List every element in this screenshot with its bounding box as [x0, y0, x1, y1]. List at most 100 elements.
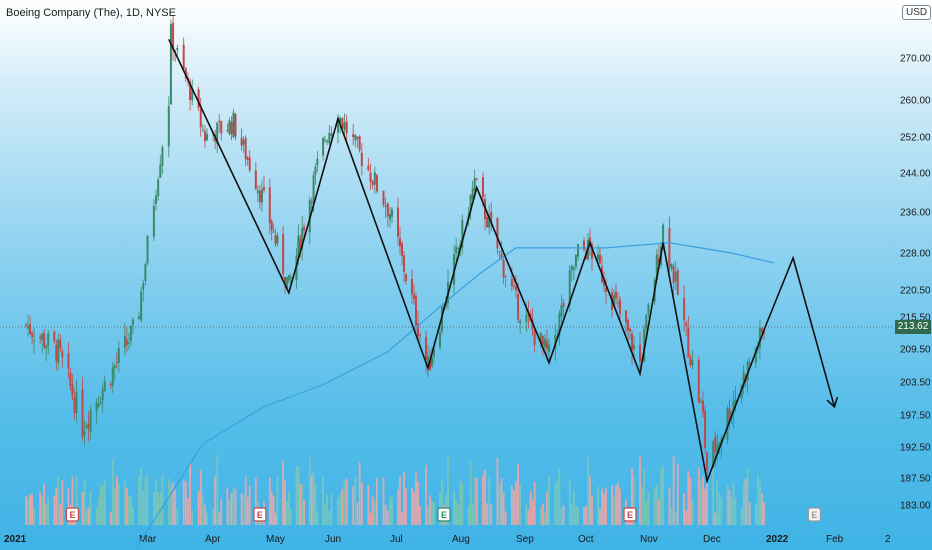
- volume-bar: [415, 472, 417, 525]
- candle-body: [244, 138, 247, 160]
- volume-bar: [214, 476, 217, 525]
- volume-bar: [218, 512, 221, 525]
- volume-bar: [33, 508, 36, 525]
- volume-bar: [500, 478, 503, 525]
- candle-body: [242, 140, 245, 145]
- volume-bar: [482, 475, 484, 525]
- candle-body: [43, 333, 46, 348]
- candle-body: [615, 291, 617, 299]
- volume-bar: [220, 498, 223, 525]
- volume-bar: [111, 458, 114, 525]
- candle-body: [411, 278, 413, 295]
- volume-bar: [170, 485, 172, 525]
- volume-bar: [447, 455, 449, 525]
- candle-body: [232, 112, 235, 138]
- currency-badge[interactable]: USD: [902, 5, 932, 20]
- candle-body: [354, 135, 357, 141]
- volume-bar: [330, 493, 333, 525]
- candle-body: [498, 250, 501, 252]
- candle-body: [312, 175, 315, 204]
- candle-body: [373, 172, 376, 185]
- candle-body: [297, 235, 300, 257]
- volume-bar: [85, 509, 88, 525]
- candle-body: [548, 344, 551, 353]
- candle-body: [726, 408, 729, 440]
- volume-bar: [316, 511, 319, 525]
- volume-bar: [197, 491, 200, 525]
- volume-bar: [352, 486, 355, 525]
- candle-body: [142, 283, 145, 290]
- candle-body: [284, 276, 287, 285]
- candle-body: [276, 235, 279, 244]
- x-tick-label: 2: [885, 534, 891, 545]
- volume-bar: [562, 505, 565, 525]
- candle-body: [704, 410, 707, 448]
- candle-body: [439, 331, 441, 348]
- candle-body: [568, 270, 571, 305]
- earnings-marker-label: E: [69, 510, 75, 520]
- x-tick-label: Dec: [703, 534, 721, 545]
- volume-bar: [123, 481, 126, 525]
- candle-body: [45, 345, 48, 349]
- y-tick-label: 270.00: [900, 54, 931, 65]
- volume-bar: [427, 506, 429, 525]
- volume-bar: [730, 496, 733, 525]
- candle-body: [125, 339, 128, 346]
- volume-bar: [308, 456, 311, 525]
- volume-bar: [700, 481, 702, 525]
- candle-body: [111, 367, 114, 386]
- volume-bar: [144, 477, 147, 525]
- candle-body: [67, 353, 70, 369]
- candle-body: [47, 333, 50, 346]
- candle-body: [382, 190, 385, 205]
- candle-body: [617, 302, 619, 304]
- candle-body: [260, 189, 263, 203]
- candle-body: [234, 114, 237, 137]
- candle-body: [61, 351, 64, 357]
- earnings-marker-label: E: [441, 510, 447, 520]
- volume-bar: [167, 478, 170, 525]
- earnings-marker-icon: [623, 507, 637, 522]
- candle-body: [672, 266, 675, 284]
- volume-bar: [328, 510, 331, 525]
- candle-body: [386, 203, 389, 217]
- candle-body: [358, 136, 361, 151]
- candle-body: [405, 274, 407, 281]
- volume-bar: [97, 497, 100, 525]
- volume-bar: [720, 497, 723, 525]
- volume-bar: [312, 471, 315, 525]
- candle-body: [161, 147, 164, 166]
- candle-body: [97, 404, 100, 407]
- candle-body: [570, 265, 573, 271]
- volume-bar: [146, 474, 149, 525]
- candle-body: [248, 157, 251, 171]
- volume-bar: [242, 495, 245, 525]
- candle-body: [216, 122, 219, 144]
- volume-bar: [419, 506, 421, 525]
- volume-bar: [461, 483, 464, 525]
- volume-bar: [295, 466, 298, 525]
- candle-body: [716, 444, 719, 455]
- volume-bar: [29, 494, 31, 525]
- candle-body: [322, 137, 325, 156]
- volume-bar: [301, 484, 304, 525]
- volume-bar: [109, 511, 112, 525]
- volume-bar: [484, 469, 486, 525]
- volume-bar: [367, 485, 370, 525]
- volume-bar: [39, 492, 42, 525]
- volume-bar: [685, 510, 688, 525]
- volume-bar: [533, 482, 536, 525]
- volume-bar: [230, 492, 233, 525]
- volume-bar: [371, 496, 374, 525]
- candle-body: [583, 240, 585, 250]
- volume-bar: [740, 507, 743, 525]
- candle-body: [746, 361, 749, 380]
- candle-body: [176, 48, 179, 51]
- x-tick-label: Feb: [826, 534, 844, 545]
- volume-bar: [525, 503, 528, 525]
- volume-bar: [691, 499, 694, 525]
- candle-body: [427, 356, 429, 364]
- volume-bar: [519, 484, 522, 525]
